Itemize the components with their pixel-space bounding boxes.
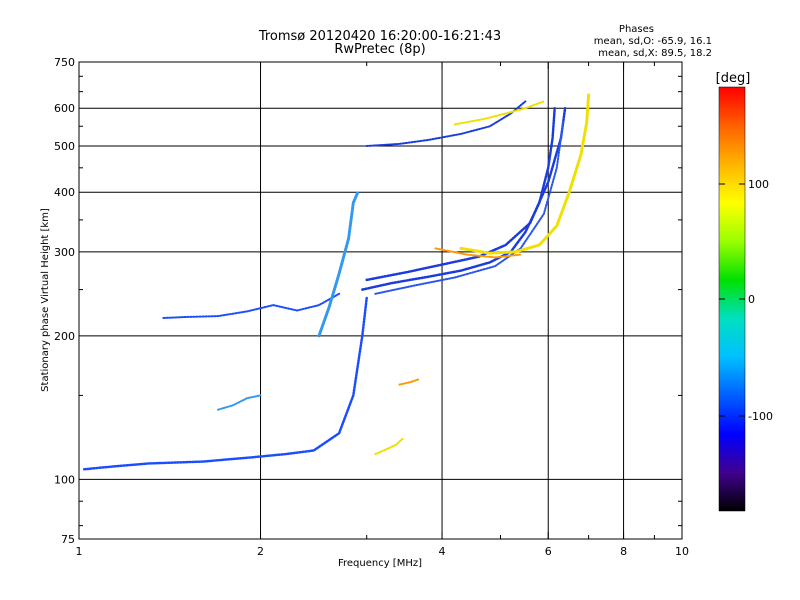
x-tick-label: 4: [439, 545, 446, 558]
y-tick-label: 300: [54, 246, 75, 259]
f-o-trace-upper: [374, 121, 565, 295]
x-tick-label: 10: [675, 545, 689, 558]
e-layer-trace: [82, 296, 368, 471]
y-tick-label: 100: [54, 473, 75, 486]
colorbar-label: [deg]: [716, 71, 751, 86]
x-axis-ticks: 1 2 4 6 8 10: [76, 62, 689, 558]
y-axis-label: Stationary phase Virtual Height [km]: [40, 208, 51, 392]
y-tick-label: 400: [54, 186, 75, 199]
x-tick-label: 2: [257, 545, 264, 558]
f-o-trace-mid: [365, 106, 567, 282]
y-tick-label: 500: [54, 140, 75, 153]
chart-title: Tromsø 20120420 16:20:00-16:21:43: [258, 29, 501, 44]
y-tick-label: 200: [54, 330, 75, 343]
colorbar-tick-label: 0: [748, 293, 755, 306]
x-tick-label: 8: [620, 545, 627, 558]
phase-stats-o: mean, sd,O: -65.9, 16.1: [594, 36, 712, 47]
chart-subtitle: RwPretec (8p): [334, 42, 425, 57]
phase-stats-heading: Phases: [619, 24, 654, 35]
es-trace-1: [162, 292, 341, 319]
y-tick-label: 75: [61, 533, 75, 546]
colorbar-tick-label: 100: [748, 178, 769, 191]
lower-branch-trace: [217, 394, 262, 411]
colorbar-tick-label: -100: [748, 410, 773, 423]
multihop-trace: [365, 100, 527, 147]
colorbar-ticks: 100 0 -100: [719, 178, 773, 423]
x-tick-label: 6: [545, 545, 552, 558]
es-orange-patch: [398, 378, 420, 386]
multihop-x-trace: [453, 100, 545, 126]
x-tick-label: 1: [76, 545, 83, 558]
es-x-trace: [374, 437, 405, 456]
plot-frame: [78, 61, 683, 540]
y-tick-label: 600: [54, 102, 75, 115]
x-axis-label: Frequency [MHz]: [338, 558, 422, 569]
y-tick-label: 750: [54, 56, 75, 69]
echo-traces: [82, 93, 591, 471]
spread-f-trace: [317, 190, 360, 338]
f-x-trace: [459, 93, 591, 255]
f-x-trace-orange: [434, 247, 522, 259]
phase-stats-x: mean, sd,X: 89.5, 18.2: [598, 48, 712, 59]
y-axis-ticks: 75 100 200 300 400 500 600 750: [54, 56, 682, 546]
